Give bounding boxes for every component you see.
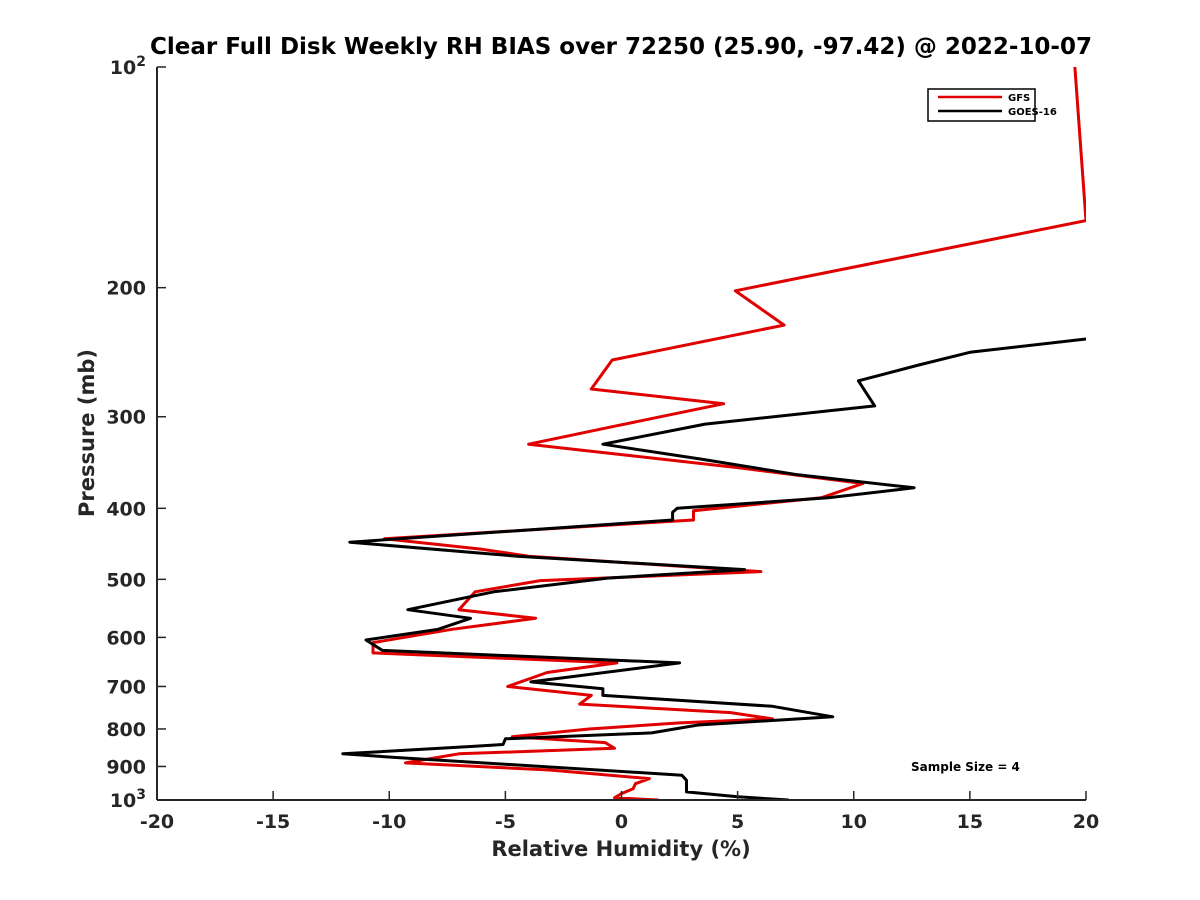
x-tick-label: 5 — [731, 811, 744, 833]
y-tick-label: 700 — [106, 676, 146, 698]
y-tick-label: 800 — [106, 719, 146, 741]
x-tick-label: -10 — [372, 811, 406, 833]
sample-size-annotation: Sample Size = 4 — [911, 760, 1020, 774]
chart-title: Clear Full Disk Weekly RH BIAS over 7225… — [150, 34, 1092, 60]
x-tick-label: 10 — [841, 811, 867, 833]
y-ticks: 102 200 300 400 500 600 700 800 900 103 — [106, 54, 166, 812]
x-tick-label: 20 — [1073, 811, 1099, 833]
x-tick-label: -15 — [256, 811, 290, 833]
x-tick-label: 0 — [615, 811, 628, 833]
series-line-gfs — [371, 67, 1086, 800]
y-tick-label: 300 — [106, 407, 146, 429]
y-tick-label: 103 — [110, 787, 146, 812]
x-tick-label: -20 — [140, 811, 174, 833]
y-tick-label: 102 — [110, 54, 146, 79]
x-tick-label: 15 — [957, 811, 983, 833]
x-ticks: -20 -15 -10 -5 0 5 10 15 20 — [140, 791, 1099, 833]
legend: GFS GOES-16 — [927, 88, 1057, 122]
y-tick-label: 600 — [106, 627, 146, 649]
y-axis-label: Pressure (mb) — [75, 349, 99, 517]
y-tick-label: 500 — [106, 569, 146, 591]
legend-label-gfs: GFS — [1008, 93, 1030, 104]
x-tick-label: -5 — [495, 811, 516, 833]
y-tick-label: 900 — [106, 756, 146, 778]
legend-label-goes16: GOES-16 — [1008, 107, 1057, 118]
y-tick-label: 200 — [106, 278, 146, 300]
x-axis-label: Relative Humidity (%) — [491, 837, 750, 861]
y-tick-label: 400 — [106, 498, 146, 520]
legend-box — [927, 88, 1036, 122]
series-line-goes16 — [341, 337, 1086, 800]
series-layer — [341, 67, 1086, 800]
